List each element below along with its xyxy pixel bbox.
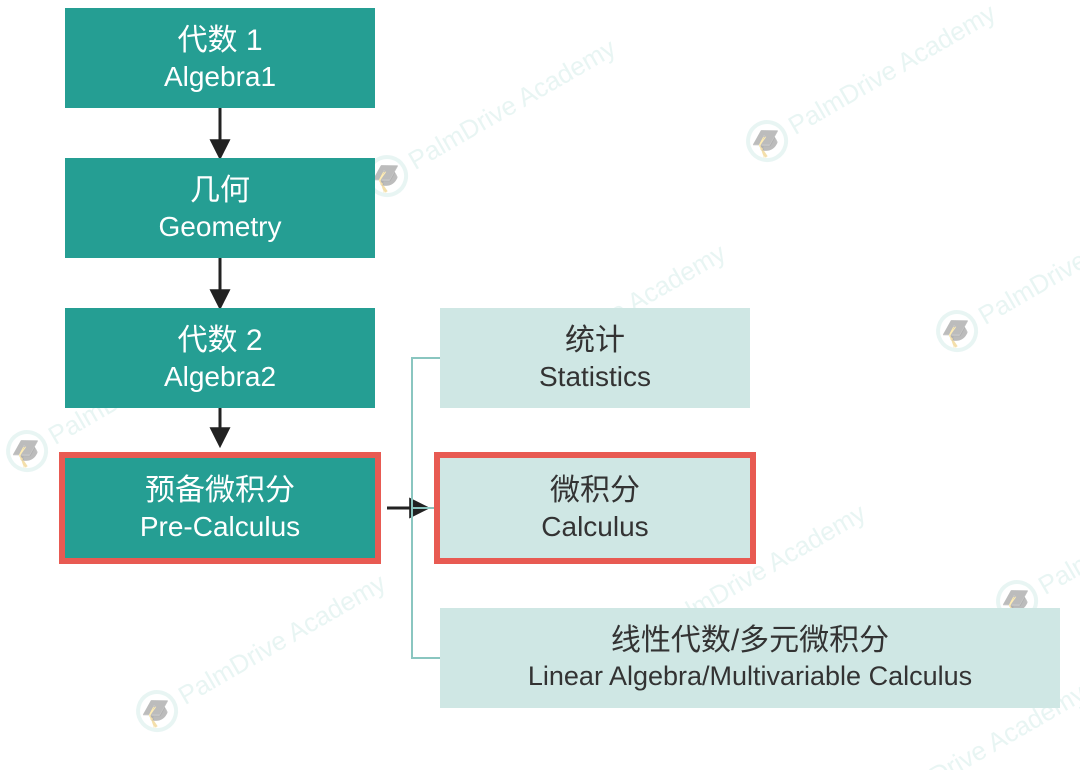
node-linalg: 线性代数/多元微积分Linear Algebra/Multivariable C… <box>440 608 1060 708</box>
node-statistics: 统计Statistics <box>440 308 750 408</box>
watermark: 🎓PalmDrive Academy <box>738 0 1003 170</box>
watermark: 🎓PalmDrive Academy <box>128 562 393 739</box>
watermark: 🎓PalmDrive Academy <box>988 452 1080 629</box>
node-algebra1-label-cn: 代数 1 <box>177 22 262 60</box>
node-precalc-label-en: Pre-Calculus <box>140 509 300 544</box>
node-algebra2-label-cn: 代数 2 <box>177 322 262 360</box>
node-statistics-label-cn: 统计 <box>565 322 625 360</box>
node-geometry: 几何Geometry <box>65 158 375 258</box>
node-statistics-label-en: Statistics <box>539 359 651 394</box>
node-geometry-label-cn: 几何 <box>190 172 250 210</box>
node-algebra2: 代数 2Algebra2 <box>65 308 375 408</box>
node-algebra2-label-en: Algebra2 <box>164 359 276 394</box>
node-algebra1-label-en: Algebra1 <box>164 59 276 94</box>
node-precalc: 预备微积分Pre-Calculus <box>65 458 375 558</box>
node-precalc-label-cn: 预备微积分 <box>145 472 295 510</box>
watermark: 🎓PalmDrive Academy <box>928 182 1080 359</box>
watermark: 🎓PalmDrive Academy <box>358 27 623 204</box>
right-column-bracket <box>412 358 440 658</box>
flowchart-canvas: 🎓PalmDrive Academy🎓PalmDrive Academy🎓Pal… <box>0 0 1080 770</box>
node-calculus-label-en: Calculus <box>541 509 648 544</box>
node-calculus: 微积分Calculus <box>440 458 750 558</box>
node-linalg-label-cn: 线性代数/多元微积分 <box>611 622 889 660</box>
node-algebra1: 代数 1Algebra1 <box>65 8 375 108</box>
node-calculus-label-cn: 微积分 <box>550 472 640 510</box>
node-geometry-label-en: Geometry <box>159 209 282 244</box>
node-linalg-label-en: Linear Algebra/Multivariable Calculus <box>528 660 972 694</box>
